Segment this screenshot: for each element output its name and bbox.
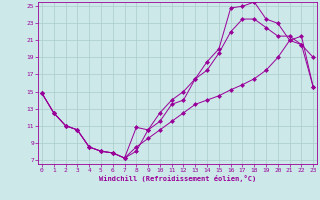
X-axis label: Windchill (Refroidissement éolien,°C): Windchill (Refroidissement éolien,°C) <box>99 175 256 182</box>
